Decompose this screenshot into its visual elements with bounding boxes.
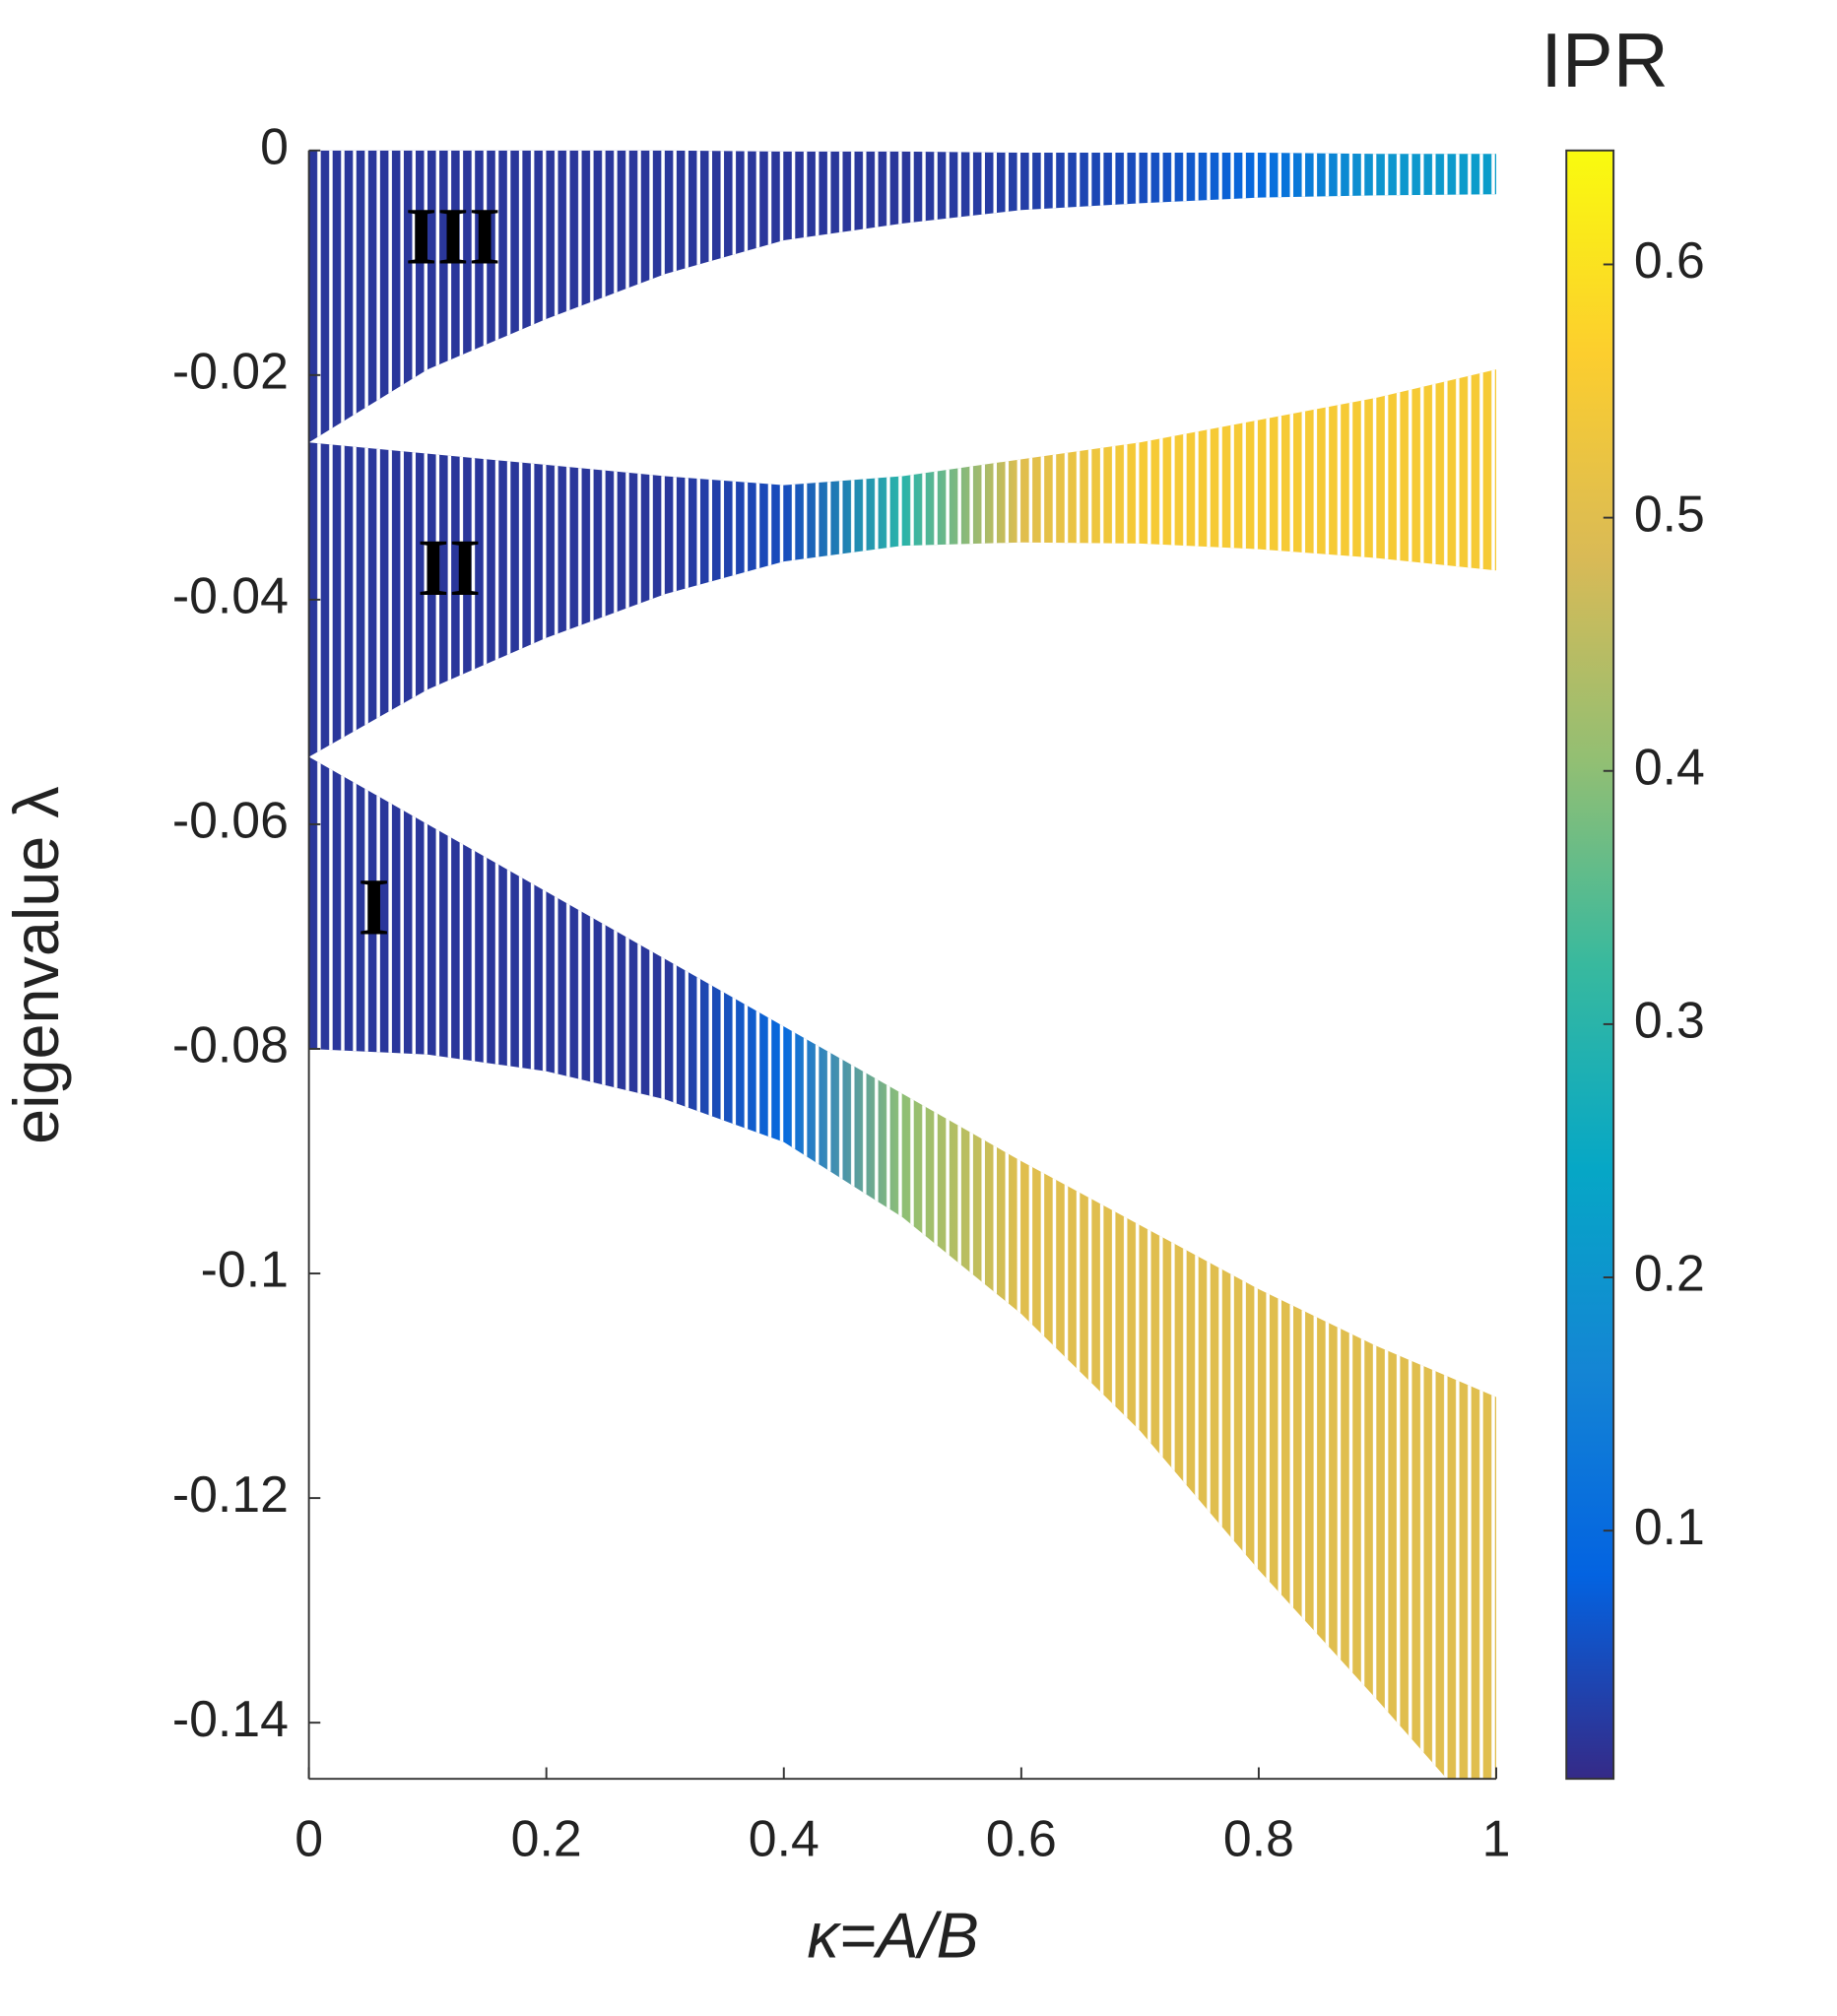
colorbar-tick-label: 0.4: [1634, 738, 1705, 795]
band-label: I: [359, 862, 390, 952]
band-stripes: [308, 756, 1497, 1780]
colorbar-tick-label: 0.6: [1634, 231, 1705, 289]
colorbar-tick-label: 0.5: [1634, 485, 1705, 542]
y-tick-label: -0.04: [172, 567, 289, 624]
colorbar-label: IPR: [1541, 19, 1668, 103]
colorbar-tick-label: 0.3: [1634, 992, 1705, 1049]
plot-area: [308, 150, 1497, 1780]
band-stripes: [308, 150, 1497, 443]
x-tick-label: 0.8: [1223, 1810, 1294, 1867]
band-stripes: [308, 369, 1497, 757]
x-tick-label: 0.6: [986, 1810, 1057, 1867]
y-axis-label: eigenvalue λ: [0, 786, 72, 1143]
y-tick-label: -0.02: [172, 343, 289, 400]
x-axis-label: κ=A/B: [807, 1900, 978, 1972]
y-tick-label: -0.12: [172, 1465, 289, 1523]
x-tick-label: 0.4: [749, 1810, 820, 1867]
y-tick-label: -0.1: [201, 1241, 289, 1298]
x-tick-label: 0: [295, 1810, 323, 1867]
y-tick-label: 0: [260, 117, 289, 174]
x-tick-label: 1: [1482, 1810, 1511, 1867]
y-tick-label: -0.08: [172, 1016, 289, 1073]
colorbar-tick-label: 0.1: [1634, 1498, 1705, 1555]
colorbar-tick-label: 0.2: [1634, 1245, 1705, 1302]
y-tick-label: -0.06: [172, 792, 289, 849]
band-label: II: [418, 522, 482, 613]
band-label: III: [406, 191, 501, 282]
colorbar: [1565, 149, 1615, 1781]
y-tick-label: -0.14: [172, 1690, 289, 1747]
x-tick-label: 0.2: [511, 1810, 582, 1867]
